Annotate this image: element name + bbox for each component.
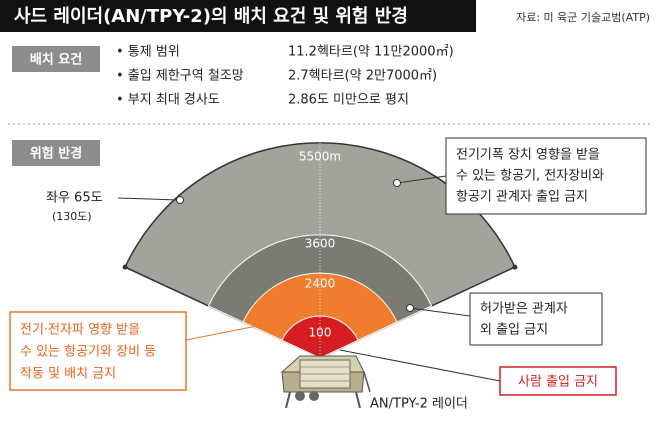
zone-100 <box>281 315 359 359</box>
note: 허가받은 관계자 외 출입 금지 <box>480 302 568 338</box>
note: 전기·전자파 영향 받을 수 있는 항공기와 장비 등 작동 및 배치 금지 <box>20 323 156 382</box>
radar-leg <box>355 391 361 409</box>
note-box <box>499 366 617 396</box>
leader-line <box>339 349 501 382</box>
req-value: 2.86도 미만으로 평지 <box>288 93 409 108</box>
section-label-box <box>12 46 100 72</box>
note-line: 작동 및 배치 금지 <box>20 367 116 382</box>
req-name: • 부지 최대 경사도 <box>116 93 220 108</box>
title-bar <box>0 0 476 32</box>
radar-illustration <box>280 355 371 409</box>
note-box <box>469 292 603 346</box>
radar-leg <box>285 391 291 409</box>
angle-sub: (130도) <box>52 210 92 223</box>
section-label-box <box>12 140 100 166</box>
section-label: 위험 반경 <box>30 146 82 162</box>
note-line: 허가받은 관계자 <box>480 302 568 317</box>
source: 자료: 미 육군 기술교범(ATP) <box>516 11 650 24</box>
leader-line <box>396 175 447 184</box>
note-box <box>9 311 187 391</box>
note-line: 사람 출입 금지 <box>518 375 598 390</box>
note-line: 전기·전자파 영향 받을 <box>20 323 140 338</box>
edge-dot <box>122 264 128 270</box>
leader-line <box>409 307 471 317</box>
radar-wheel <box>309 391 319 401</box>
note-box <box>445 137 647 215</box>
note-line: 항공기 관계자 출입 금지 <box>456 190 588 205</box>
title: 사드 레이더(AN/TPY-2)의 배치 요건 및 위험 반경 <box>14 5 408 27</box>
angle-label: 좌우 65도 <box>46 191 103 206</box>
note-line: 수 있는 항공기와 장비 등 <box>20 345 156 360</box>
req-value: 11.2헥타르(약 11만2000㎡) <box>288 45 454 60</box>
ring-label: 2400 <box>305 277 336 291</box>
ring-label: 3600 <box>305 237 336 251</box>
leader-line <box>185 324 263 341</box>
leader-line <box>117 197 179 201</box>
fan <box>122 142 518 359</box>
leader-dot <box>176 196 184 204</box>
ring-labels: 5500m 3600 2400 100 <box>299 150 341 340</box>
req-value: 2.7헥타르(약 2만7000㎡) <box>288 69 437 84</box>
note-line: 외 출입 금지 <box>480 323 548 338</box>
section-label: 배치 요건 <box>30 52 82 68</box>
leader-dot <box>393 179 401 187</box>
leader-dot <box>406 304 414 312</box>
req-name: • 출입 제한구역 철조망 <box>116 69 244 84</box>
req-name: • 통제 범위 <box>116 45 180 60</box>
radar-arm <box>363 371 371 393</box>
ring-label: 5500m <box>299 150 341 164</box>
note-line: 전기기폭 장치 영향을 받을 <box>456 148 600 163</box>
note: 전기기폭 장치 영향을 받을 수 있는 항공기, 전자장비와 항공기 관계자 출… <box>456 148 604 205</box>
radar-wheel <box>295 391 305 401</box>
edge-dot <box>512 264 518 270</box>
radar-label: AN/TPY-2 레이더 <box>370 397 468 412</box>
ring-label: 100 <box>309 326 332 340</box>
note-line: 수 있는 항공기, 전자장비와 <box>456 169 604 184</box>
requirement-list: • 통제 범위 11.2헥타르(약 11만2000㎡) • 출입 제한구역 철조… <box>116 45 454 108</box>
